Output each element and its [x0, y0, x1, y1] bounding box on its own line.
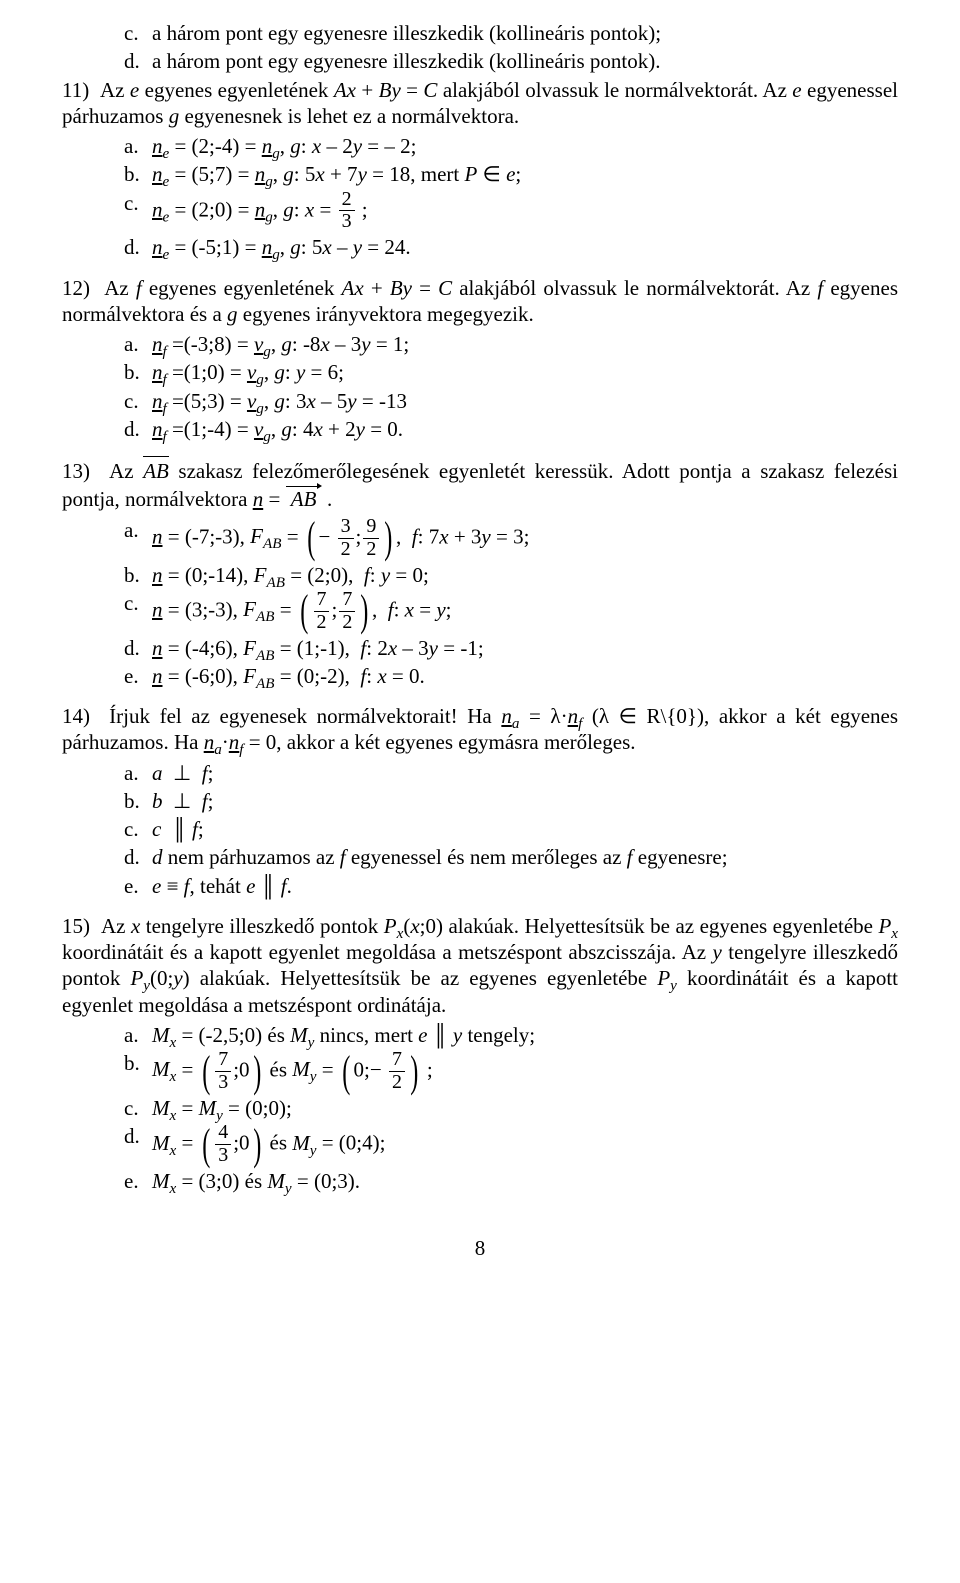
q11-d: ne = (-5;1) = ng, g: 5x – y = 24.: [62, 234, 898, 260]
q11-answers: ne = (2;-4) = ng, g: x – 2y = – 2; ne = …: [62, 133, 898, 261]
q15-e: Mx = (3;0) és My = (0;3).: [62, 1168, 898, 1194]
q14-answers: a ⊥ f; b ⊥ f; c ║ f; d nem párhuzamos az…: [62, 760, 898, 899]
q15-answers: Mx = (-2,5;0) és My nincs, mert e ║ y te…: [62, 1022, 898, 1195]
q12-intro: 12) Az f egyenes egyenletének Ax + By = …: [62, 275, 898, 328]
pre-item-d: a három pont egy egyenesre illeszkedik (…: [62, 48, 898, 74]
q13-c: n = (3;-3), FAB = (72;72), f: x = y;: [62, 590, 898, 633]
q11-intro: 11) Az e egyenes egyenletének Ax + By = …: [62, 77, 898, 130]
q12-d: nf =(1;-4) = vg, g: 4x + 2y = 0.: [62, 416, 898, 442]
q15-a: Mx = (-2,5;0) és My nincs, mert e ║ y te…: [62, 1022, 898, 1048]
paren-13c: (72;72): [297, 590, 372, 633]
question-15: 15) Az x tengelyre illeszkedő pontok Px(…: [62, 913, 898, 1195]
segment-ab-over: AB: [143, 456, 169, 484]
paren-15b-1: (73;0): [199, 1050, 265, 1093]
question-13: 13) Az AB szakasz felezőmerőlegesének eg…: [62, 456, 898, 689]
q14-b: b ⊥ f;: [62, 788, 898, 814]
q12-answers: nf =(-3;8) = vg, g: -8x – 3y = 1; nf =(1…: [62, 331, 898, 442]
question-14: 14) Írjuk fel az egyenesek normálvektora…: [62, 703, 898, 899]
q13-intro: 13) Az AB szakasz felezőmerőlegesének eg…: [62, 456, 898, 513]
q12-b: nf =(1;0) = vg, g: y = 6;: [62, 359, 898, 385]
paren-15d: (43;0): [199, 1123, 265, 1166]
vector-ab-arrow: AB: [286, 484, 322, 512]
frac-2-3: 23: [339, 190, 355, 233]
q11-c: ne = (2;0) = ng, g: x = 23 ;: [62, 190, 898, 233]
q15-d: Mx = (43;0) és My = (0;4);: [62, 1123, 898, 1166]
q13-d: n = (-4;6), FAB = (1;-1), f: 2x – 3y = -…: [62, 635, 898, 661]
q14-a: a ⊥ f;: [62, 760, 898, 786]
question-11: 11) Az e egyenes egyenletének Ax + By = …: [62, 77, 898, 261]
paren-13a: (− 32;92): [304, 517, 396, 560]
q15-b: Mx = (73;0) és My = (0;− 72) ;: [62, 1050, 898, 1093]
q11-b: ne = (5;7) = ng, g: 5x + 7y = 18, mert P…: [62, 161, 898, 187]
pre-d-text: a három pont egy egyenesre illeszkedik (…: [152, 49, 661, 73]
q14-d: d nem párhuzamos az f egyenessel és nem …: [62, 844, 898, 870]
q11-a: ne = (2;-4) = ng, g: x – 2y = – 2;: [62, 133, 898, 159]
page-number: 8: [62, 1235, 898, 1261]
q12-c: nf =(5;3) = vg, g: 3x – 5y = -13: [62, 388, 898, 414]
q14-e: e ≡ f, tehát e ║ f.: [62, 873, 898, 899]
pre-c-text: a három pont egy egyenesre illeszkedik (…: [152, 21, 661, 45]
q13-a: n = (-7;-3), FAB = (− 32;92), f: 7x + 3y…: [62, 517, 898, 560]
q15-intro: 15) Az x tengelyre illeszkedő pontok Px(…: [62, 913, 898, 1018]
q13-e: n = (-6;0), FAB = (0;-2), f: x = 0.: [62, 663, 898, 689]
question-12: 12) Az f egyenes egyenletének Ax + By = …: [62, 275, 898, 443]
q15-c: Mx = My = (0;0);: [62, 1095, 898, 1121]
pre-item-c: a három pont egy egyenesre illeszkedik (…: [62, 20, 898, 46]
q14-c: c ║ f;: [62, 816, 898, 842]
pre-list: a három pont egy egyenesre illeszkedik (…: [62, 20, 898, 75]
q13-b: n = (0;-14), FAB = (2;0), f: y = 0;: [62, 562, 898, 588]
q14-intro: 14) Írjuk fel az egyenesek normálvektora…: [62, 703, 898, 756]
paren-15b-2: (0;− 72): [339, 1050, 422, 1093]
q13-answers: n = (-7;-3), FAB = (− 32;92), f: 7x + 3y…: [62, 517, 898, 690]
q12-a: nf =(-3;8) = vg, g: -8x – 3y = 1;: [62, 331, 898, 357]
